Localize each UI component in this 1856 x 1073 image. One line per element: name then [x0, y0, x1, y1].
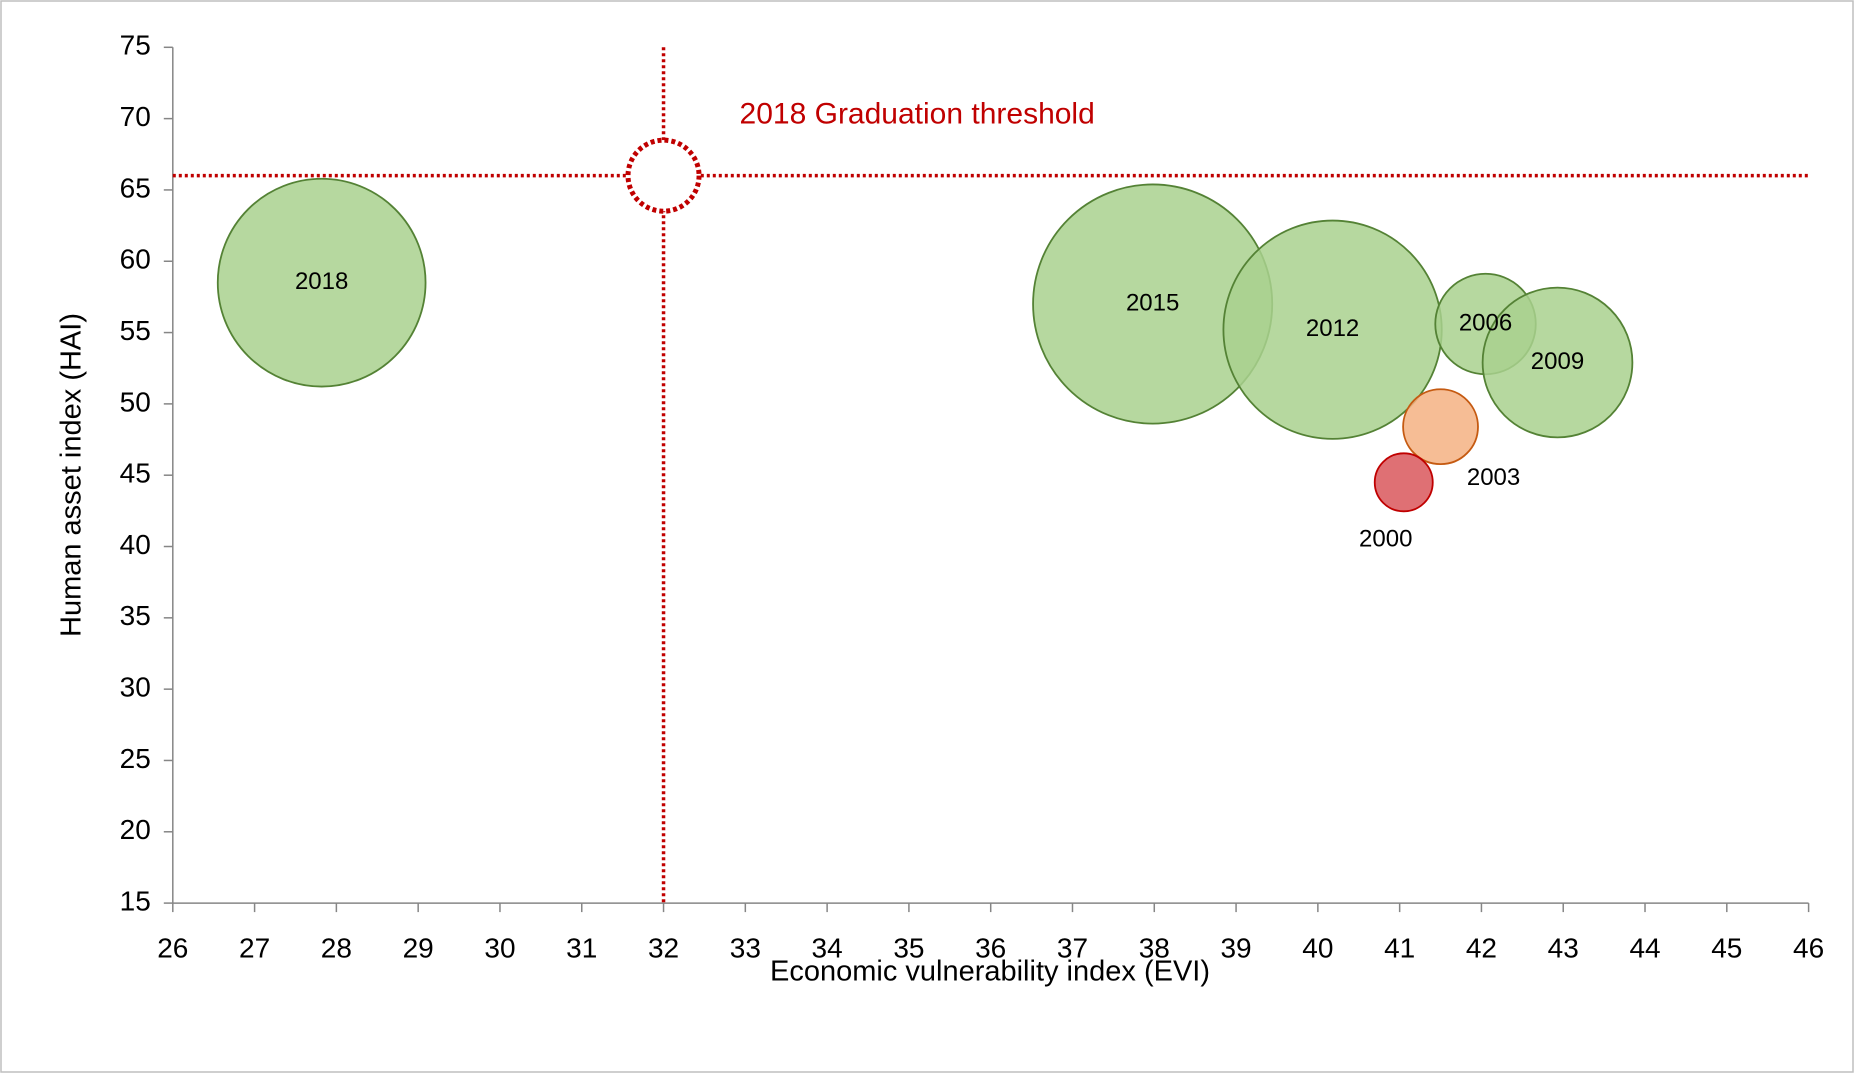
x-tick-label: 38	[1139, 932, 1170, 963]
bubble	[216, 177, 427, 388]
bubble-label: 2012	[1306, 315, 1359, 342]
x-tick-label: 33	[730, 932, 761, 963]
bubble-label: 2015	[1126, 289, 1179, 316]
x-tick-label: 32	[648, 932, 679, 963]
y-tick-label: 30	[120, 672, 151, 703]
bubble	[1481, 286, 1634, 439]
x-tick-label: 43	[1548, 932, 1579, 963]
y-axis-title: Human asset index (HAI)	[56, 313, 88, 637]
y-tick-label: 40	[120, 529, 151, 560]
bubble-label: 2000	[1359, 526, 1412, 553]
bubble	[1402, 388, 1479, 466]
bubble-label: 2009	[1531, 348, 1584, 375]
x-axis-title: Economic vulnerability index (EVI)	[770, 956, 1210, 988]
x-tick-label: 42	[1466, 932, 1497, 963]
y-tick-label: 15	[120, 885, 151, 916]
threshold-marker	[625, 137, 702, 214]
x-tick-label: 26	[157, 932, 188, 963]
x-tick-label: 30	[484, 932, 515, 963]
x-tick-label: 34	[812, 932, 843, 963]
x-tick-label: 45	[1711, 932, 1742, 963]
x-tick-label: 46	[1793, 932, 1824, 963]
x-tick-label: 37	[1057, 932, 1088, 963]
y-tick-label: 45	[120, 458, 151, 489]
y-tick-label: 20	[120, 814, 151, 845]
x-tick-label: 28	[321, 932, 352, 963]
threshold-label: 2018 Graduation threshold	[740, 98, 1095, 131]
x-tick-label: 44	[1629, 932, 1660, 963]
y-tick-label: 25	[120, 743, 151, 774]
bubble-label: 2003	[1467, 464, 1520, 491]
y-tick-label: 50	[120, 386, 151, 417]
bubble-label: 2018	[295, 268, 348, 295]
bubble-label: 2006	[1459, 309, 1512, 336]
y-tick-label: 70	[120, 101, 151, 132]
y-tick-label: 65	[120, 172, 151, 203]
x-tick-label: 31	[566, 932, 597, 963]
y-tick-label: 60	[120, 244, 151, 275]
x-tick-label: 36	[975, 932, 1006, 963]
y-tick-label: 55	[120, 315, 151, 346]
x-tick-label: 27	[239, 932, 270, 963]
x-tick-label: 40	[1302, 932, 1333, 963]
bubble	[1373, 452, 1434, 513]
y-tick-label: 75	[120, 30, 151, 61]
x-tick-label: 41	[1384, 932, 1415, 963]
x-tick-label: 39	[1220, 932, 1251, 963]
x-tick-label: 35	[893, 932, 924, 963]
x-tick-label: 29	[403, 932, 434, 963]
y-tick-label: 35	[120, 600, 151, 631]
